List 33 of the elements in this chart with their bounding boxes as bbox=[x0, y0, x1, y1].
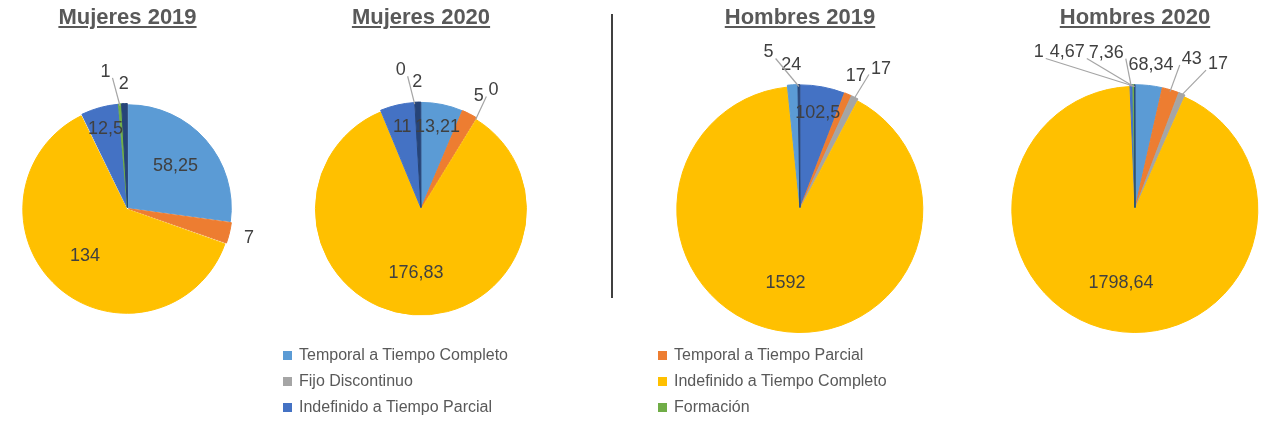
data-label: 134 bbox=[70, 245, 101, 266]
data-label: 5 bbox=[763, 41, 774, 62]
data-label: 17 bbox=[1208, 53, 1229, 74]
text: 0 bbox=[395, 59, 406, 80]
chart-title: Mujeres 2020 bbox=[350, 4, 492, 30]
data-label: 2 bbox=[412, 71, 423, 92]
data-label: 176,83 bbox=[388, 262, 444, 283]
data-label: 17 bbox=[870, 57, 891, 78]
data-label: 58,25 bbox=[153, 155, 199, 176]
data-label: 17 bbox=[845, 64, 866, 85]
data-label: 7,36 bbox=[1088, 41, 1124, 62]
data-label: 7 bbox=[244, 226, 255, 247]
legend-label: Indefinido a Tiempo Completo bbox=[674, 372, 887, 390]
data-label: 11 bbox=[392, 116, 412, 136]
data-label: 24 bbox=[781, 53, 802, 74]
data-label: 1592 bbox=[765, 271, 806, 292]
legend-label: Formación bbox=[674, 398, 750, 416]
legend-label: Indefinido a Tiempo Parcial bbox=[299, 398, 492, 416]
data-label: 5 bbox=[473, 84, 484, 105]
chart-title: Hombres 2019 bbox=[723, 4, 877, 30]
data-label: 1 bbox=[100, 60, 111, 81]
data-label: 68,34 bbox=[1128, 54, 1174, 75]
chart-title: Mujeres 2019 bbox=[57, 4, 198, 30]
data-label: 1 bbox=[1033, 41, 1044, 62]
data-label: 1798,64 bbox=[1088, 271, 1154, 292]
legend-label: Fijo Discontinuo bbox=[299, 372, 413, 390]
chart-title: Hombres 2020 bbox=[1058, 4, 1212, 30]
legend-label: Temporal a Tiempo Completo bbox=[299, 346, 508, 364]
data-label: 4,67 bbox=[1049, 41, 1085, 62]
data-label: 43 bbox=[1181, 48, 1202, 69]
legend-label: Temporal a Tiempo Parcial bbox=[674, 346, 864, 364]
data-label: 2 bbox=[118, 72, 129, 93]
text: 0 bbox=[488, 79, 499, 100]
